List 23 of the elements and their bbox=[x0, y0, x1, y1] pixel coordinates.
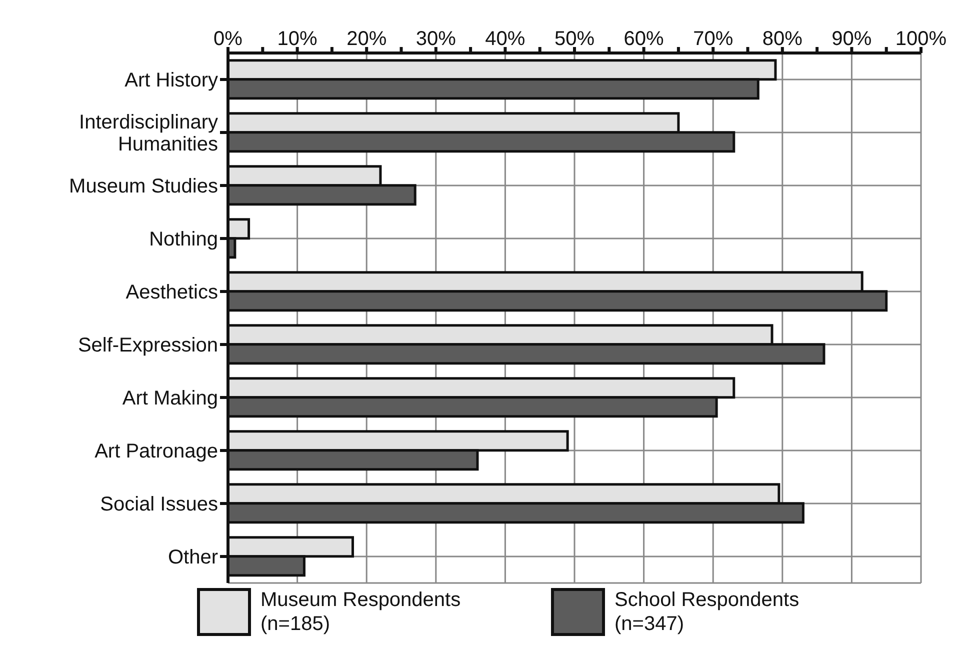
x-tick-label: 10% bbox=[277, 28, 318, 50]
y-tick-label: Aesthetics bbox=[126, 282, 218, 304]
y-tick-label: Self-Expression bbox=[78, 334, 218, 356]
x-tick-label: 70% bbox=[693, 28, 734, 50]
y-tick-label: Art History bbox=[124, 70, 218, 92]
x-tick-label: 90% bbox=[832, 28, 872, 50]
x-tick-label: 50% bbox=[554, 28, 595, 50]
legend-label: School Respondents (n=347) bbox=[614, 588, 800, 636]
x-tick-label: 60% bbox=[624, 28, 664, 50]
y-tick-label: Nothing bbox=[149, 228, 218, 250]
y-tick-label: Social Issues bbox=[100, 494, 218, 516]
y-tick-label: Museum Studies bbox=[69, 176, 218, 198]
x-tick-label: 40% bbox=[485, 28, 526, 50]
x-tick-label: 0% bbox=[214, 28, 243, 50]
y-tick-label: Other bbox=[168, 546, 218, 568]
x-tick-label: 80% bbox=[762, 28, 803, 50]
x-tick-label: 30% bbox=[416, 28, 456, 50]
y-tick-label: Art Patronage bbox=[94, 440, 218, 462]
x-tick-label: 20% bbox=[346, 28, 387, 50]
y-tick-label: Interdisciplinary Humanities bbox=[79, 112, 218, 156]
x-tick-label: 100% bbox=[895, 28, 947, 50]
legend-label: Museum Respondents (n=185) bbox=[260, 588, 462, 636]
y-tick-label: Art Making bbox=[122, 388, 218, 410]
